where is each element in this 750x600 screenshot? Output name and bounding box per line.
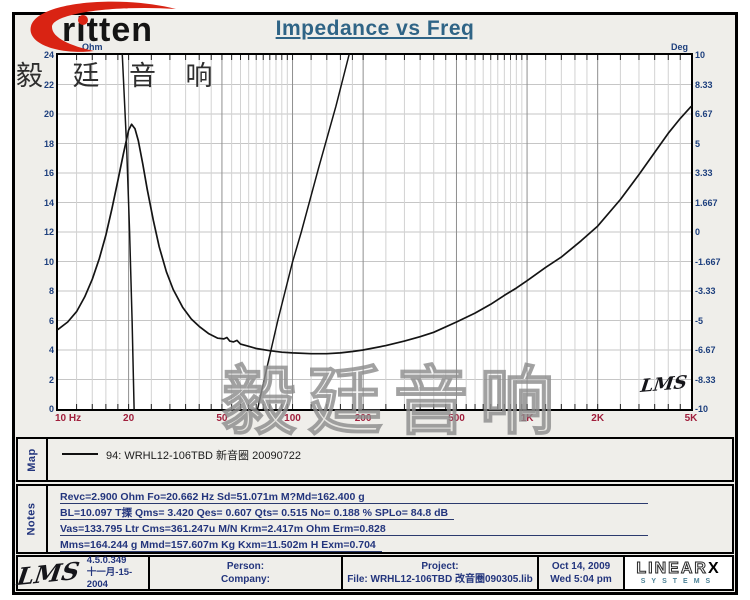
version-number: 4.5.0.349 <box>86 555 127 566</box>
linearx-logo: LINEARX SYSTEMS <box>625 557 732 589</box>
notes-line-1: Revc=2.900 Ohm Fo=20.662 Hz Sd=51.071m M… <box>60 491 648 504</box>
linearx-wordmark: LINEARX <box>636 559 721 577</box>
brand-cjk-text: 毅 廷 音 响 <box>16 61 224 91</box>
linearx-systems-label: SYSTEMS <box>640 577 717 585</box>
notes-line-3: Vas=133.795 Ltr Cms=361.247u M/N Krm=2.4… <box>60 523 648 536</box>
y-left-unit-label: Ohm <box>82 42 103 52</box>
impedance_ohm-curve <box>57 105 692 355</box>
person-label: Person: <box>226 561 265 572</box>
brand-swoosh-icon <box>30 1 176 52</box>
company-label: Company: <box>221 574 270 585</box>
map-legend: 94: WRHL12-106TBD 新音圈 20090722 <box>48 439 301 480</box>
brand-i-dot-icon <box>78 15 88 25</box>
phase_deg_rising-curve <box>256 54 350 410</box>
footer-person-cell: Person: Company: <box>150 557 343 589</box>
footer-date: Oct 14, 2009 <box>551 561 611 572</box>
phase_deg_resonance_drop-curve <box>121 54 135 410</box>
page-title: Impedance vs Freq <box>275 17 475 40</box>
footer-project-cell: Project: File: WRHL12-106TBD 改音圈090305.l… <box>343 557 539 589</box>
brand-wordmark: ritten <box>62 11 153 49</box>
map-panel: Map 94: WRHL12-106TBD 新音圈 20090722 <box>16 437 734 482</box>
plot-svg <box>57 54 692 410</box>
footer-datetime-cell: Oct 14, 2009 Wed 5:04 pm <box>539 557 625 589</box>
notes-line-4: Mms=164.244 g Mmd=157.607m Kg Kxm=11.502… <box>60 539 382 552</box>
lms-inplot-logo: LMS <box>639 372 689 397</box>
project-label: Project: <box>421 561 459 572</box>
lms-footer-logo: LMS <box>15 555 82 591</box>
legend-line-icon <box>62 453 98 455</box>
notes-panel-side-label: Notes <box>18 486 48 552</box>
y-right-unit-label: Deg <box>671 42 689 52</box>
footer-time: Wed 5:04 pm <box>550 574 612 585</box>
footer-bar: LMS 4.5.0.349 十一月-15-2004 Person: Compan… <box>15 555 734 591</box>
map-panel-side-label: Map <box>18 439 48 480</box>
version-date: 十一月-15-2004 <box>86 567 133 590</box>
notes-line-2: BL=10.097 T搮 Qms= 3.420 Qes= 0.607 Qts= … <box>60 507 455 520</box>
plot-area <box>56 53 693 411</box>
legend-text: 94: WRHL12-106TBD 新音圈 20090722 <box>106 450 302 462</box>
notes-panel: Notes Revc=2.900 Ohm Fo=20.662 Hz Sd=51.… <box>16 484 734 554</box>
version-block: 4.5.0.349 十一月-15-2004 <box>87 555 148 591</box>
notes-content: Revc=2.900 Ohm Fo=20.662 Hz Sd=51.071m M… <box>48 486 648 552</box>
footer-version-cell: LMS 4.5.0.349 十一月-15-2004 <box>15 555 150 591</box>
file-label: File: WRHL12-106TBD 改音圈090305.lib <box>347 574 533 585</box>
